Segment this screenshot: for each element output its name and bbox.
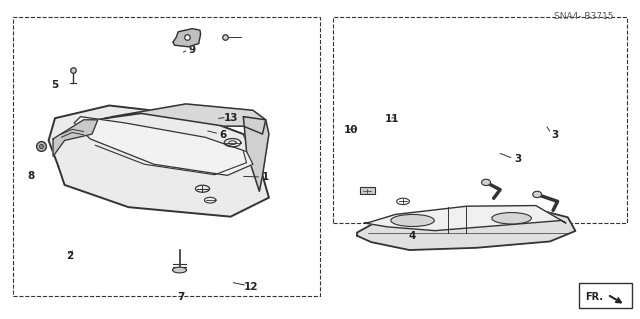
Text: 5: 5 <box>51 80 59 90</box>
Bar <box>13 17 320 296</box>
Bar <box>360 187 375 195</box>
Polygon shape <box>243 117 269 191</box>
Polygon shape <box>95 104 266 134</box>
Text: 9: 9 <box>189 45 196 55</box>
Text: 12: 12 <box>244 282 259 292</box>
Text: 8: 8 <box>28 171 35 181</box>
Text: 4: 4 <box>409 231 416 241</box>
Polygon shape <box>357 208 575 250</box>
Ellipse shape <box>481 179 490 186</box>
Ellipse shape <box>391 214 435 226</box>
Text: SNA4- B3715: SNA4- B3715 <box>554 12 614 21</box>
Text: 13: 13 <box>223 113 238 123</box>
Polygon shape <box>74 117 253 175</box>
Ellipse shape <box>492 212 531 224</box>
Ellipse shape <box>173 267 186 273</box>
Text: 11: 11 <box>385 114 399 124</box>
Text: FR.: FR. <box>586 292 604 302</box>
Polygon shape <box>173 29 200 47</box>
Text: 7: 7 <box>177 292 184 302</box>
Ellipse shape <box>532 191 541 197</box>
Bar <box>333 17 627 223</box>
Polygon shape <box>365 205 566 231</box>
Text: 10: 10 <box>344 125 358 135</box>
Text: 3: 3 <box>552 130 559 140</box>
Bar <box>579 283 632 308</box>
Text: 1: 1 <box>262 172 269 182</box>
Text: 6: 6 <box>220 130 227 140</box>
Polygon shape <box>53 120 98 156</box>
Text: 3: 3 <box>515 154 522 165</box>
Polygon shape <box>49 106 269 217</box>
Text: 2: 2 <box>66 251 74 261</box>
